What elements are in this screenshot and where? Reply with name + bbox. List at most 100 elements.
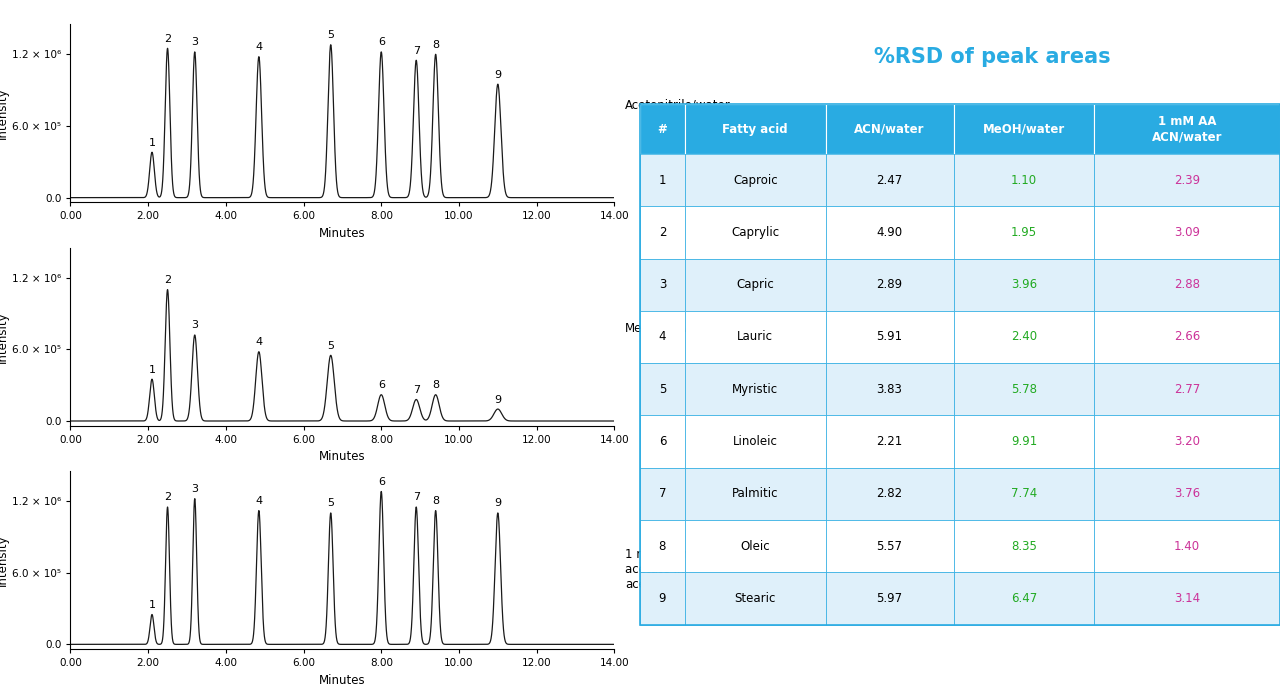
Text: 8: 8: [433, 40, 439, 50]
Text: 1: 1: [659, 174, 666, 186]
Text: 6: 6: [378, 38, 385, 47]
Text: 3.09: 3.09: [1174, 226, 1201, 239]
Text: Myristic: Myristic: [732, 383, 778, 396]
Bar: [826, 258, 954, 311]
Bar: [640, 415, 685, 468]
Text: 8: 8: [433, 380, 439, 390]
Bar: [640, 206, 685, 258]
Bar: [685, 572, 826, 625]
Text: Oleic: Oleic: [740, 540, 771, 553]
Text: 3.96: 3.96: [1011, 279, 1037, 291]
Text: Palmitic: Palmitic: [732, 487, 778, 500]
Text: Caprylic: Caprylic: [731, 226, 780, 239]
Text: 7.74: 7.74: [1011, 487, 1037, 500]
Text: Caproic: Caproic: [733, 174, 777, 186]
Text: 4.90: 4.90: [877, 226, 902, 239]
Text: Linoleic: Linoleic: [732, 435, 778, 448]
Bar: [640, 311, 685, 363]
Text: 5.97: 5.97: [877, 592, 902, 605]
Text: ACN/water: ACN/water: [854, 123, 925, 135]
Text: 1.10: 1.10: [1011, 174, 1037, 186]
Bar: [685, 520, 826, 572]
Text: 5.91: 5.91: [877, 330, 902, 343]
Text: Methanol/water: Methanol/water: [625, 321, 718, 334]
X-axis label: Minutes: Minutes: [319, 674, 366, 687]
Text: 3.76: 3.76: [1174, 487, 1201, 500]
Text: 4: 4: [255, 337, 262, 347]
Text: 4: 4: [255, 496, 262, 506]
Bar: [954, 572, 1094, 625]
Text: 1 mM AA
ACN/water: 1 mM AA ACN/water: [1152, 115, 1222, 143]
Text: 2.88: 2.88: [1174, 279, 1201, 291]
Bar: [685, 363, 826, 415]
Text: 9: 9: [659, 592, 666, 605]
Text: 2.21: 2.21: [877, 435, 902, 448]
Text: 7: 7: [659, 487, 666, 500]
Bar: [954, 105, 1094, 154]
Text: 1: 1: [148, 364, 155, 375]
Text: 7: 7: [412, 493, 420, 503]
Bar: [640, 105, 685, 154]
Bar: [1094, 572, 1280, 625]
Text: 4: 4: [659, 330, 666, 343]
Bar: [826, 105, 954, 154]
Bar: [640, 468, 685, 520]
Text: Fatty acid: Fatty acid: [722, 123, 788, 135]
Text: 5.78: 5.78: [1011, 383, 1037, 396]
Text: 6.47: 6.47: [1011, 592, 1037, 605]
Y-axis label: Intensity: Intensity: [0, 311, 9, 362]
Text: MeOH/water: MeOH/water: [983, 123, 1065, 135]
Text: 2: 2: [164, 34, 172, 44]
Text: 5: 5: [659, 383, 666, 396]
Y-axis label: Intensity: Intensity: [0, 535, 9, 586]
Text: 1.40: 1.40: [1174, 540, 1201, 553]
Bar: [685, 154, 826, 206]
Text: 2.66: 2.66: [1174, 330, 1201, 343]
Text: 9: 9: [494, 498, 502, 508]
Text: 6: 6: [378, 477, 385, 487]
Bar: [1094, 258, 1280, 311]
Bar: [1094, 363, 1280, 415]
Text: 9: 9: [494, 394, 502, 405]
Bar: [954, 258, 1094, 311]
Text: 7: 7: [412, 46, 420, 56]
Bar: [1094, 206, 1280, 258]
Bar: [954, 311, 1094, 363]
X-axis label: Minutes: Minutes: [319, 227, 366, 240]
Text: 2.77: 2.77: [1174, 383, 1201, 396]
Text: 2.47: 2.47: [877, 174, 902, 186]
Text: 9.91: 9.91: [1011, 435, 1037, 448]
Text: 1: 1: [148, 138, 155, 148]
Text: 5: 5: [328, 341, 334, 351]
Bar: [826, 572, 954, 625]
Bar: [954, 154, 1094, 206]
Bar: [685, 258, 826, 311]
Bar: [954, 415, 1094, 468]
Text: 8.35: 8.35: [1011, 540, 1037, 553]
Bar: [1094, 415, 1280, 468]
Text: 5: 5: [328, 30, 334, 40]
Text: 2: 2: [164, 493, 172, 503]
Bar: [640, 105, 1280, 625]
Bar: [826, 520, 954, 572]
Bar: [640, 572, 685, 625]
Bar: [826, 415, 954, 468]
Text: 2: 2: [164, 275, 172, 285]
Bar: [826, 154, 954, 206]
Text: 5.57: 5.57: [877, 540, 902, 553]
Text: 8: 8: [433, 496, 439, 506]
Bar: [1094, 154, 1280, 206]
Bar: [1094, 105, 1280, 154]
Text: Acetonitrile/water: Acetonitrile/water: [625, 98, 731, 111]
Text: Lauric: Lauric: [737, 330, 773, 343]
Bar: [826, 206, 954, 258]
Text: 3: 3: [659, 279, 666, 291]
Text: Capric: Capric: [736, 279, 774, 291]
Text: 9: 9: [494, 70, 502, 80]
Text: 5: 5: [328, 498, 334, 508]
Bar: [826, 363, 954, 415]
Y-axis label: Intensity: Intensity: [0, 88, 9, 139]
Bar: [954, 520, 1094, 572]
Bar: [640, 154, 685, 206]
Text: 3: 3: [191, 320, 198, 330]
